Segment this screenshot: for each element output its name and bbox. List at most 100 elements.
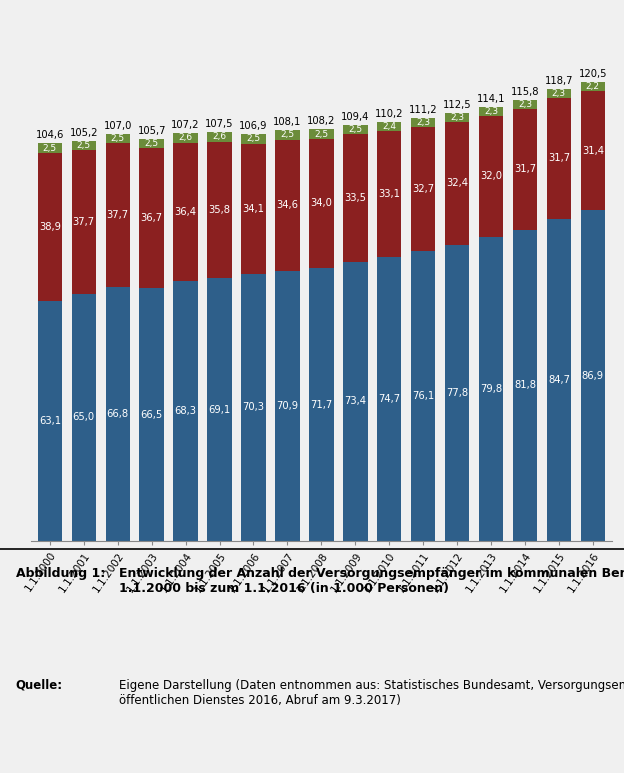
Text: 107,2: 107,2	[172, 120, 200, 130]
Bar	[309, 129, 334, 139]
Text: 68,3: 68,3	[175, 406, 197, 416]
Bar	[547, 98, 571, 219]
Bar	[513, 100, 537, 109]
Text: 33,5: 33,5	[344, 193, 366, 203]
Bar	[139, 139, 164, 148]
Bar	[343, 124, 368, 135]
Text: 73,4: 73,4	[344, 397, 366, 407]
Text: 37,7: 37,7	[73, 217, 95, 227]
Text: 77,8: 77,8	[446, 388, 468, 398]
Text: 36,7: 36,7	[140, 213, 163, 223]
Bar	[241, 135, 266, 144]
Text: 37,7: 37,7	[107, 210, 129, 220]
Bar	[309, 139, 334, 268]
Text: 108,2: 108,2	[307, 116, 336, 126]
Text: 38,9: 38,9	[39, 222, 61, 232]
Text: Entwicklung der Anzahl der Versorgungsempfänger im kommunalen Bereich vom
1.1.20: Entwicklung der Anzahl der Versorgungsem…	[119, 567, 624, 594]
Bar	[445, 121, 469, 245]
Text: 111,2: 111,2	[409, 105, 437, 114]
Text: 2,4: 2,4	[383, 121, 396, 131]
Bar	[513, 230, 537, 541]
Bar	[72, 294, 96, 541]
Text: 110,2: 110,2	[375, 108, 404, 118]
Text: 33,1: 33,1	[378, 189, 400, 199]
Text: 86,9: 86,9	[582, 371, 604, 381]
Bar	[445, 113, 469, 121]
Bar	[411, 251, 436, 541]
Bar	[241, 144, 266, 274]
Text: 2,2: 2,2	[586, 82, 600, 91]
Text: 69,1: 69,1	[208, 404, 231, 414]
Text: 74,7: 74,7	[378, 394, 401, 404]
Bar	[581, 83, 605, 90]
Text: 105,7: 105,7	[137, 126, 166, 136]
Bar	[37, 143, 62, 153]
Text: 112,5: 112,5	[443, 100, 471, 110]
Text: 63,1: 63,1	[39, 416, 61, 426]
Bar	[343, 135, 368, 262]
Text: Eigene Darstellung (Daten entnommen aus: Statistisches Bundesamt, Versorgungsemp: Eigene Darstellung (Daten entnommen aus:…	[119, 679, 624, 707]
Bar	[581, 90, 605, 210]
Bar	[411, 118, 436, 127]
Bar	[275, 271, 300, 541]
Text: 105,2: 105,2	[69, 128, 98, 138]
Text: 2,5: 2,5	[348, 125, 363, 134]
Text: 31,7: 31,7	[514, 165, 536, 175]
Text: 2,6: 2,6	[213, 132, 227, 141]
Bar	[445, 245, 469, 541]
Bar	[173, 142, 198, 281]
Text: 106,9: 106,9	[239, 121, 268, 131]
Bar	[547, 219, 571, 541]
Text: 107,0: 107,0	[104, 121, 132, 131]
Text: 2,3: 2,3	[518, 100, 532, 109]
Text: 81,8: 81,8	[514, 380, 536, 390]
Text: 2,5: 2,5	[43, 144, 57, 152]
Bar	[581, 210, 605, 541]
Text: 2,3: 2,3	[552, 89, 566, 98]
Text: 36,4: 36,4	[175, 207, 197, 217]
Text: 31,4: 31,4	[582, 145, 604, 155]
Text: 34,1: 34,1	[243, 203, 265, 213]
Text: 79,8: 79,8	[480, 384, 502, 394]
Bar	[105, 287, 130, 541]
Text: 2,6: 2,6	[178, 133, 193, 142]
Bar	[309, 268, 334, 541]
Text: 2,5: 2,5	[246, 135, 261, 144]
Bar	[173, 133, 198, 142]
Text: 104,6: 104,6	[36, 130, 64, 140]
Bar	[513, 109, 537, 230]
Text: 34,6: 34,6	[276, 200, 298, 210]
Bar	[377, 131, 401, 257]
Text: 71,7: 71,7	[310, 400, 333, 410]
Bar	[72, 141, 96, 150]
Bar	[173, 281, 198, 541]
Bar	[479, 115, 504, 237]
Text: 107,5: 107,5	[205, 119, 234, 129]
Text: 70,3: 70,3	[243, 402, 265, 412]
Text: 115,8: 115,8	[510, 87, 539, 97]
Text: 65,0: 65,0	[73, 412, 95, 422]
Text: 70,9: 70,9	[276, 401, 298, 411]
Text: 76,1: 76,1	[412, 391, 434, 401]
Text: 32,4: 32,4	[446, 179, 468, 189]
Bar	[377, 257, 401, 541]
Text: 35,8: 35,8	[208, 205, 230, 215]
Bar	[479, 107, 504, 115]
Bar	[105, 143, 130, 287]
Bar	[37, 153, 62, 301]
Text: 32,0: 32,0	[480, 172, 502, 182]
Text: 2,3: 2,3	[416, 118, 430, 127]
Text: 118,7: 118,7	[545, 77, 573, 87]
Text: 2,5: 2,5	[145, 139, 158, 148]
Text: 32,7: 32,7	[412, 184, 434, 194]
Bar	[377, 121, 401, 131]
Bar	[241, 274, 266, 541]
Bar	[343, 262, 368, 541]
Text: 108,1: 108,1	[273, 117, 301, 127]
Text: 109,4: 109,4	[341, 111, 369, 121]
Text: 2,3: 2,3	[484, 107, 498, 116]
Text: 2,5: 2,5	[280, 131, 295, 139]
Text: 31,7: 31,7	[548, 153, 570, 163]
Bar	[547, 89, 571, 98]
Bar	[139, 288, 164, 541]
